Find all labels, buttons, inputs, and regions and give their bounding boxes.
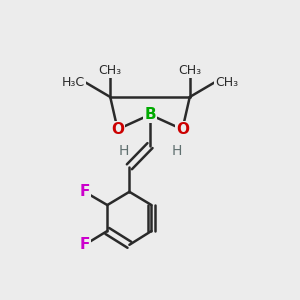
Text: CH₃: CH₃ [215,76,238,89]
Text: H: H [171,144,182,158]
Text: H: H [118,144,129,158]
Text: F: F [80,237,90,252]
Text: H₃C: H₃C [62,76,85,89]
Text: CH₃: CH₃ [178,64,201,77]
Text: O: O [176,122,189,137]
Text: O: O [111,122,124,137]
Text: B: B [144,107,156,122]
Text: F: F [80,184,90,199]
Text: CH₃: CH₃ [99,64,122,77]
